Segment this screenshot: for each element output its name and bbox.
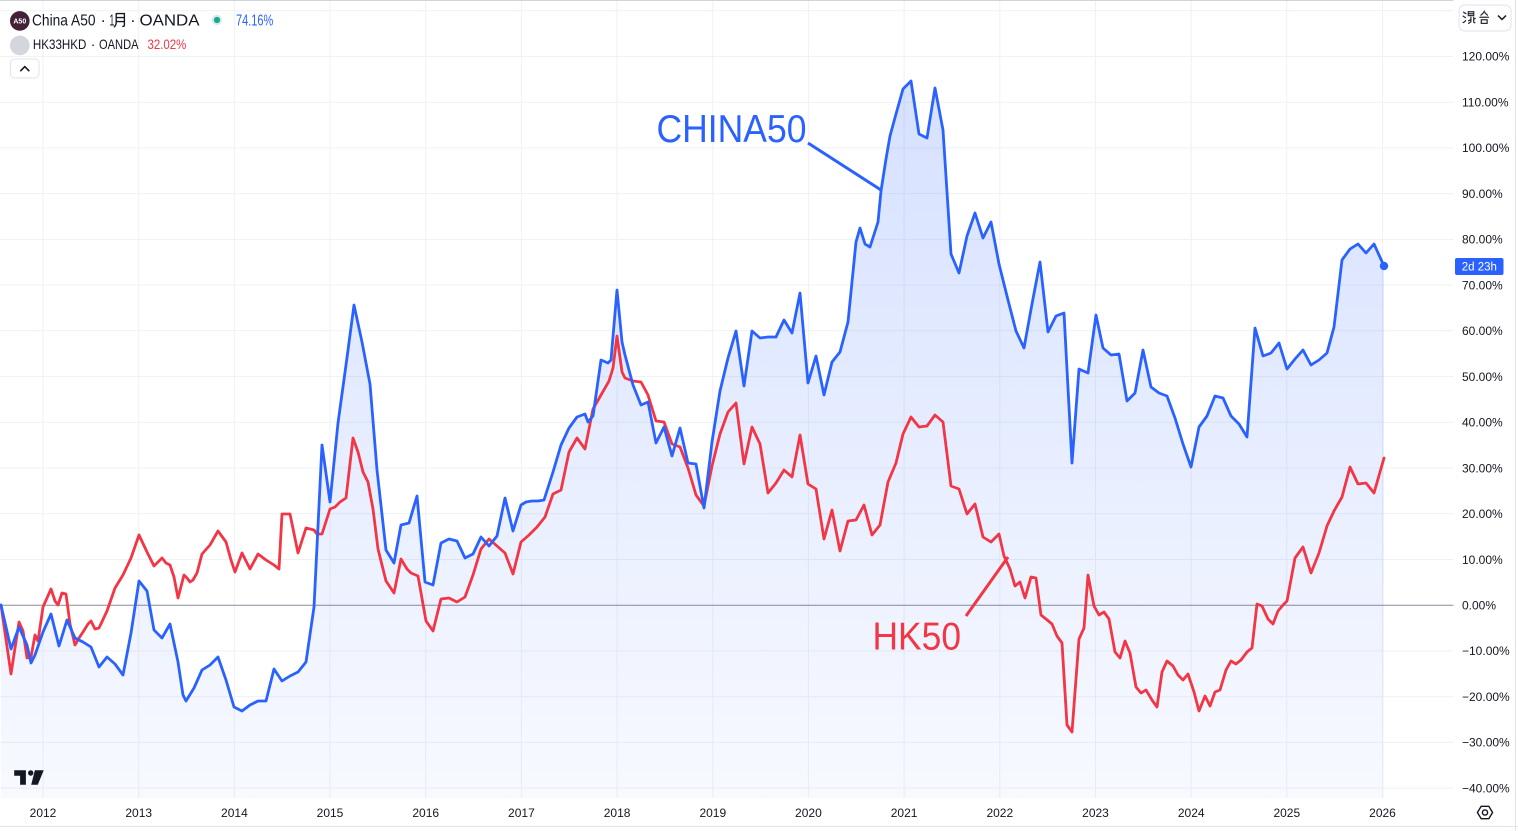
svg-text:60.00%: 60.00% bbox=[1462, 324, 1503, 338]
svg-text:OANDA: OANDA bbox=[99, 36, 139, 52]
svg-text:70.00%: 70.00% bbox=[1462, 278, 1503, 292]
svg-text:China A50: China A50 bbox=[32, 13, 96, 30]
svg-text:2d 23h: 2d 23h bbox=[1462, 262, 1497, 274]
svg-text:−10.00%: −10.00% bbox=[1462, 644, 1510, 658]
svg-text:2020: 2020 bbox=[795, 806, 822, 820]
svg-text:2026: 2026 bbox=[1369, 806, 1396, 820]
svg-text:2021: 2021 bbox=[891, 806, 918, 820]
svg-text:−40.00%: −40.00% bbox=[1462, 781, 1510, 795]
svg-text:120.00%: 120.00% bbox=[1462, 50, 1510, 64]
svg-text:2019: 2019 bbox=[699, 806, 726, 820]
svg-text:2012: 2012 bbox=[30, 806, 57, 820]
svg-text:10.00%: 10.00% bbox=[1462, 553, 1503, 567]
svg-text:2016: 2016 bbox=[412, 806, 439, 820]
svg-text:74.16%: 74.16% bbox=[236, 13, 273, 30]
svg-text:−20.00%: −20.00% bbox=[1462, 690, 1510, 704]
svg-text:1: 1 bbox=[110, 13, 115, 30]
svg-text:2018: 2018 bbox=[604, 806, 631, 820]
svg-text:2025: 2025 bbox=[1273, 806, 1300, 820]
svg-text:100.00%: 100.00% bbox=[1462, 141, 1510, 155]
svg-text:30.00%: 30.00% bbox=[1462, 461, 1503, 475]
svg-text:2013: 2013 bbox=[125, 806, 152, 820]
svg-text:2014: 2014 bbox=[221, 806, 248, 820]
svg-text:·: · bbox=[130, 13, 135, 30]
svg-text:·: · bbox=[91, 36, 96, 52]
svg-text:80.00%: 80.00% bbox=[1462, 233, 1503, 247]
svg-text:20.00%: 20.00% bbox=[1462, 507, 1503, 521]
svg-text:2015: 2015 bbox=[317, 806, 344, 820]
svg-text:2023: 2023 bbox=[1082, 806, 1109, 820]
svg-text:2017: 2017 bbox=[508, 806, 535, 820]
svg-text:OANDA: OANDA bbox=[140, 13, 200, 30]
svg-text:90.00%: 90.00% bbox=[1462, 187, 1503, 201]
svg-text:·: · bbox=[101, 13, 106, 30]
svg-text:CHINA50: CHINA50 bbox=[657, 108, 807, 151]
svg-text:2022: 2022 bbox=[986, 806, 1013, 820]
svg-text:110.00%: 110.00% bbox=[1462, 96, 1509, 110]
svg-text:HK50: HK50 bbox=[873, 616, 962, 659]
svg-text:2024: 2024 bbox=[1178, 806, 1205, 820]
svg-text:HK33HKD: HK33HKD bbox=[33, 36, 87, 52]
svg-text:40.00%: 40.00% bbox=[1462, 416, 1503, 430]
svg-text:0.00%: 0.00% bbox=[1462, 599, 1496, 613]
svg-text:−30.00%: −30.00% bbox=[1462, 736, 1510, 750]
svg-text:32.02%: 32.02% bbox=[148, 36, 187, 52]
svg-text:A50: A50 bbox=[13, 18, 26, 25]
svg-text:50.00%: 50.00% bbox=[1462, 370, 1503, 384]
